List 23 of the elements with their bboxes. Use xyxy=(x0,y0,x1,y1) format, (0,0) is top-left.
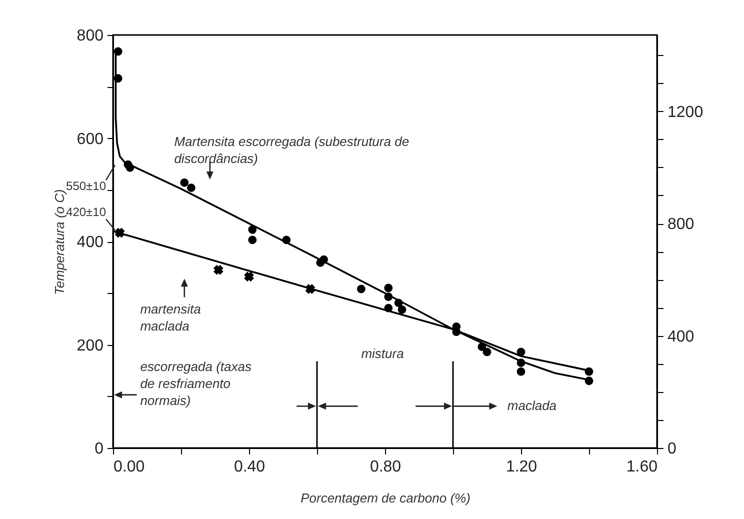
y2-tick-label: 400 xyxy=(668,328,694,346)
x-tick-label: 0.40 xyxy=(234,458,266,476)
y2-tick-label: 0 xyxy=(668,440,676,458)
y2-tick-label: 1200 xyxy=(668,104,704,121)
annotation: maclada xyxy=(507,398,557,414)
x-tick-label: 0.00 xyxy=(114,458,145,476)
y2-tick-label: 800 xyxy=(668,216,694,234)
annotation: escorregada (taxas de resfriamento normais) xyxy=(140,358,252,408)
x-axis-title: Porcentagem de carbono (%) xyxy=(300,490,470,506)
y-tick-label: 600 xyxy=(76,130,104,148)
y-tick-label: 200 xyxy=(76,337,104,354)
x-tick-label: 0.80 xyxy=(370,458,402,476)
x-tick-label: 1.60 xyxy=(626,458,658,476)
annotation: martensita maclada xyxy=(140,302,201,334)
y-tick-label: 400 xyxy=(76,234,104,251)
x-tick-label: 1.20 xyxy=(506,458,538,476)
y-axis-title: Temperatura (o C) xyxy=(52,189,67,295)
y-tick-label: 800 xyxy=(76,28,104,44)
annotation: mistura xyxy=(361,346,404,362)
annotation: Martensita escorregada (subestrutura de discordâncias) xyxy=(174,134,410,166)
y-tick-label: 0 xyxy=(94,440,104,458)
text: 420±10 xyxy=(66,205,106,220)
text: 550±10 xyxy=(66,179,106,194)
